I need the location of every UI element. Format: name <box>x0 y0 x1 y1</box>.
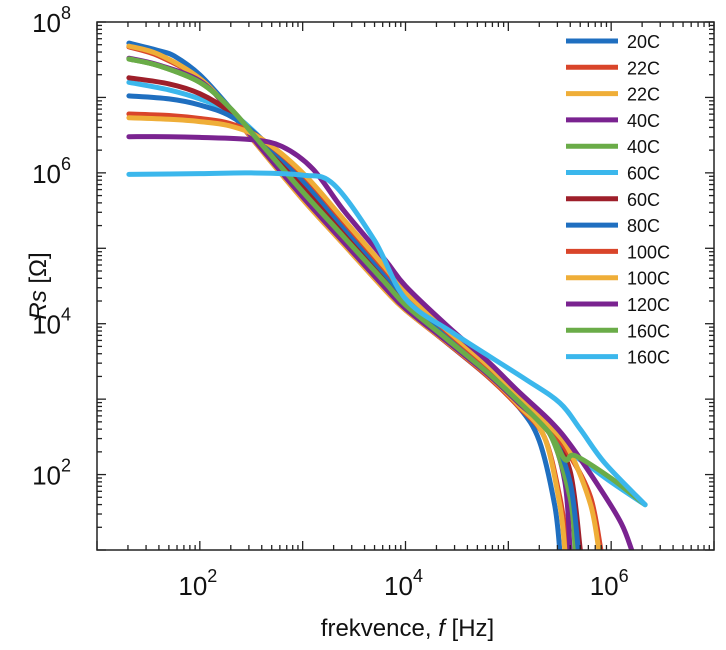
x-axis-label-prefix: frekvence, <box>321 615 438 642</box>
legend-item: 40C <box>566 111 660 131</box>
series-line-100c-8 <box>126 111 604 550</box>
y-axis-label-symbol: Rs <box>25 290 52 319</box>
y-tick-label: 106 <box>32 154 71 189</box>
legend-item: 60C <box>566 164 660 184</box>
series-line-40c-3 <box>126 55 573 550</box>
legend-item: 100C <box>566 269 670 289</box>
legend-item: 80C <box>566 216 660 236</box>
x-axis-label-unit: [Hz] <box>445 615 494 642</box>
legend-item: 120C <box>566 295 670 315</box>
series-line-100c-9 <box>126 115 602 550</box>
series-line-80c-7 <box>126 93 581 550</box>
legend-label: 60C <box>627 190 660 210</box>
legend-label: 60C <box>627 164 660 184</box>
tick-labels: 102 104 106 102 104 106 108 <box>32 3 629 601</box>
y-axis-label: Rs [Ω] <box>25 252 52 319</box>
legend-label: 40C <box>627 137 660 157</box>
y-tick-label: 108 <box>32 3 71 38</box>
series-line-160c-11 <box>126 56 648 508</box>
legend-label: 40C <box>627 111 660 131</box>
legend-label: 80C <box>627 216 660 236</box>
x-tick-label: 106 <box>590 566 629 601</box>
legend-label: 100C <box>627 242 670 262</box>
x-tick-label: 102 <box>178 566 217 601</box>
legend-label: 160C <box>627 348 670 368</box>
legend-item: 22C <box>566 85 660 105</box>
legend-item: 160C <box>566 321 670 341</box>
y-axis-label-unit: [Ω] <box>25 252 52 290</box>
legend-item: 20C <box>566 32 660 52</box>
y-tick-label: 102 <box>32 456 71 491</box>
legend-item: 100C <box>566 242 670 262</box>
series-line-60c-6 <box>126 75 583 550</box>
legend-label: 20C <box>627 32 660 52</box>
legend-label: 100C <box>627 269 670 289</box>
legend-item: 160C <box>566 348 670 368</box>
legend-item: 60C <box>566 190 660 210</box>
x-tick-label: 104 <box>384 566 423 601</box>
legend-item: 40C <box>566 137 660 157</box>
legend-item: 22C <box>566 58 660 78</box>
legend-label: 22C <box>627 85 660 105</box>
series-line-160c-12 <box>126 170 648 508</box>
ticks-layer <box>96 21 715 551</box>
x-axis-label: frekvence, f [Hz] <box>321 615 494 642</box>
legend-label: 22C <box>627 58 660 78</box>
legend: 20C 22C 22C 40C 40C 60C 60C 80C 100C 100C 120C 160C… <box>566 32 670 368</box>
series-line-40c-4 <box>126 56 578 550</box>
series-layer <box>126 40 648 550</box>
x-axis-label-symbol: f <box>438 615 447 642</box>
y-tick-label: 104 <box>32 305 71 340</box>
legend-label: 120C <box>627 295 670 315</box>
legend-label: 160C <box>627 321 670 341</box>
